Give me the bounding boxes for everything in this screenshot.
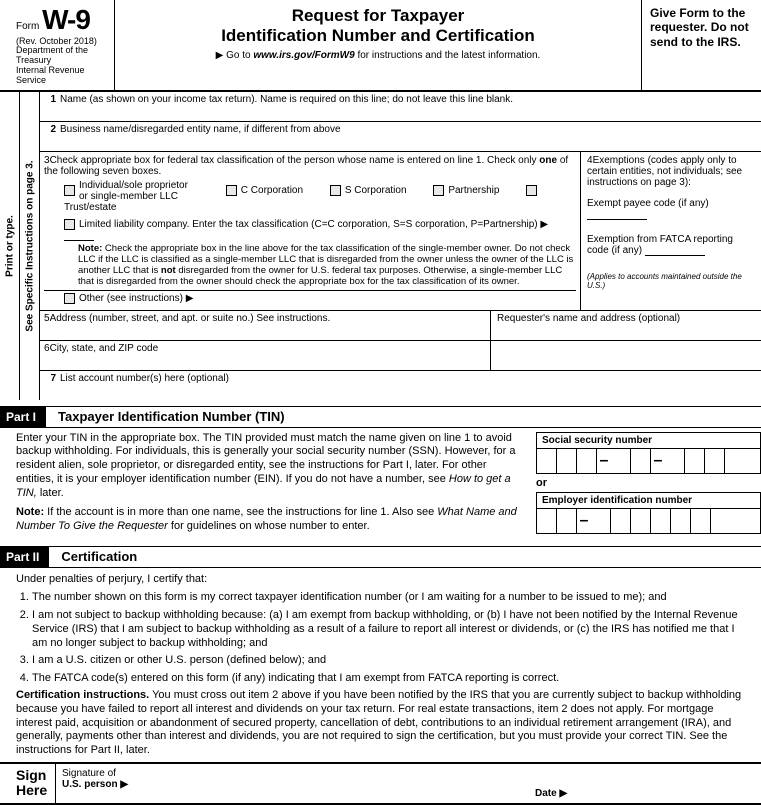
side-print: Print or type.: [0, 92, 20, 400]
checkbox-individual[interactable]: [64, 185, 75, 196]
ssn-input[interactable]: – –: [536, 448, 761, 474]
dept1: Department of the Treasury: [16, 46, 108, 66]
ein-label: Employer identification number: [536, 492, 761, 508]
account-numbers-input[interactable]: [44, 384, 757, 398]
address-input[interactable]: [44, 324, 486, 338]
name-input[interactable]: [44, 105, 757, 119]
checkbox-llc[interactable]: [64, 219, 75, 230]
part-1-header: Part I Taxpayer Identification Number (T…: [0, 406, 761, 428]
goto-line: ▶ Go to www.irs.gov/FormW9 for instructi…: [119, 50, 637, 61]
form-header: Form W-9 (Rev. October 2018) Department …: [0, 0, 761, 92]
fatca-code-input[interactable]: [645, 255, 705, 256]
give-form-notice: Give Form to the requester. Do not send …: [641, 0, 761, 90]
checkbox-scorp[interactable]: [330, 185, 341, 196]
dept2: Internal Revenue Service: [16, 66, 108, 86]
checkbox-partnership[interactable]: [433, 185, 444, 196]
line-6: 6City, state, and ZIP code: [40, 341, 761, 371]
line-1: 1Name (as shown on your income tax retur…: [40, 92, 761, 122]
ssn-label: Social security number: [536, 432, 761, 448]
llc-classification-input[interactable]: [64, 240, 94, 241]
form-number: W-9: [42, 4, 90, 35]
requester-address-input[interactable]: [491, 341, 761, 370]
line-5: 5Address (number, street, and apt. or su…: [40, 311, 761, 341]
city-state-zip-input[interactable]: [44, 354, 486, 368]
line-2: 2Business name/disregarded entity name, …: [40, 122, 761, 152]
ein-input[interactable]: –: [536, 508, 761, 534]
side-see: See Specific Instructions on page 3.: [20, 92, 40, 400]
checkbox-trust[interactable]: [526, 185, 537, 196]
line-7: 7List account number(s) here (optional): [40, 371, 761, 400]
part-1-text: Enter your TIN in the appropriate box. T…: [0, 432, 536, 534]
form-label: Form: [16, 21, 39, 32]
title-line1: Request for Taxpayer: [119, 6, 637, 26]
checkbox-other[interactable]: [64, 293, 75, 304]
header-title: Request for Taxpayer Identification Numb…: [115, 0, 641, 90]
title-line2: Identification Number and Certification: [119, 26, 637, 46]
line-3-4: 3Check appropriate box for federal tax c…: [40, 152, 761, 311]
signature-block: Sign Here Signature of U.S. person ▶ Dat…: [0, 762, 761, 803]
business-name-input[interactable]: [44, 135, 757, 149]
part-2-body: Under penalties of perjury, I certify th…: [0, 568, 761, 762]
checkbox-ccorp[interactable]: [226, 185, 237, 196]
exempt-payee-input[interactable]: [587, 219, 647, 220]
header-left: Form W-9 (Rev. October 2018) Department …: [0, 0, 115, 90]
part-2-header: Part II Certification: [0, 546, 761, 568]
